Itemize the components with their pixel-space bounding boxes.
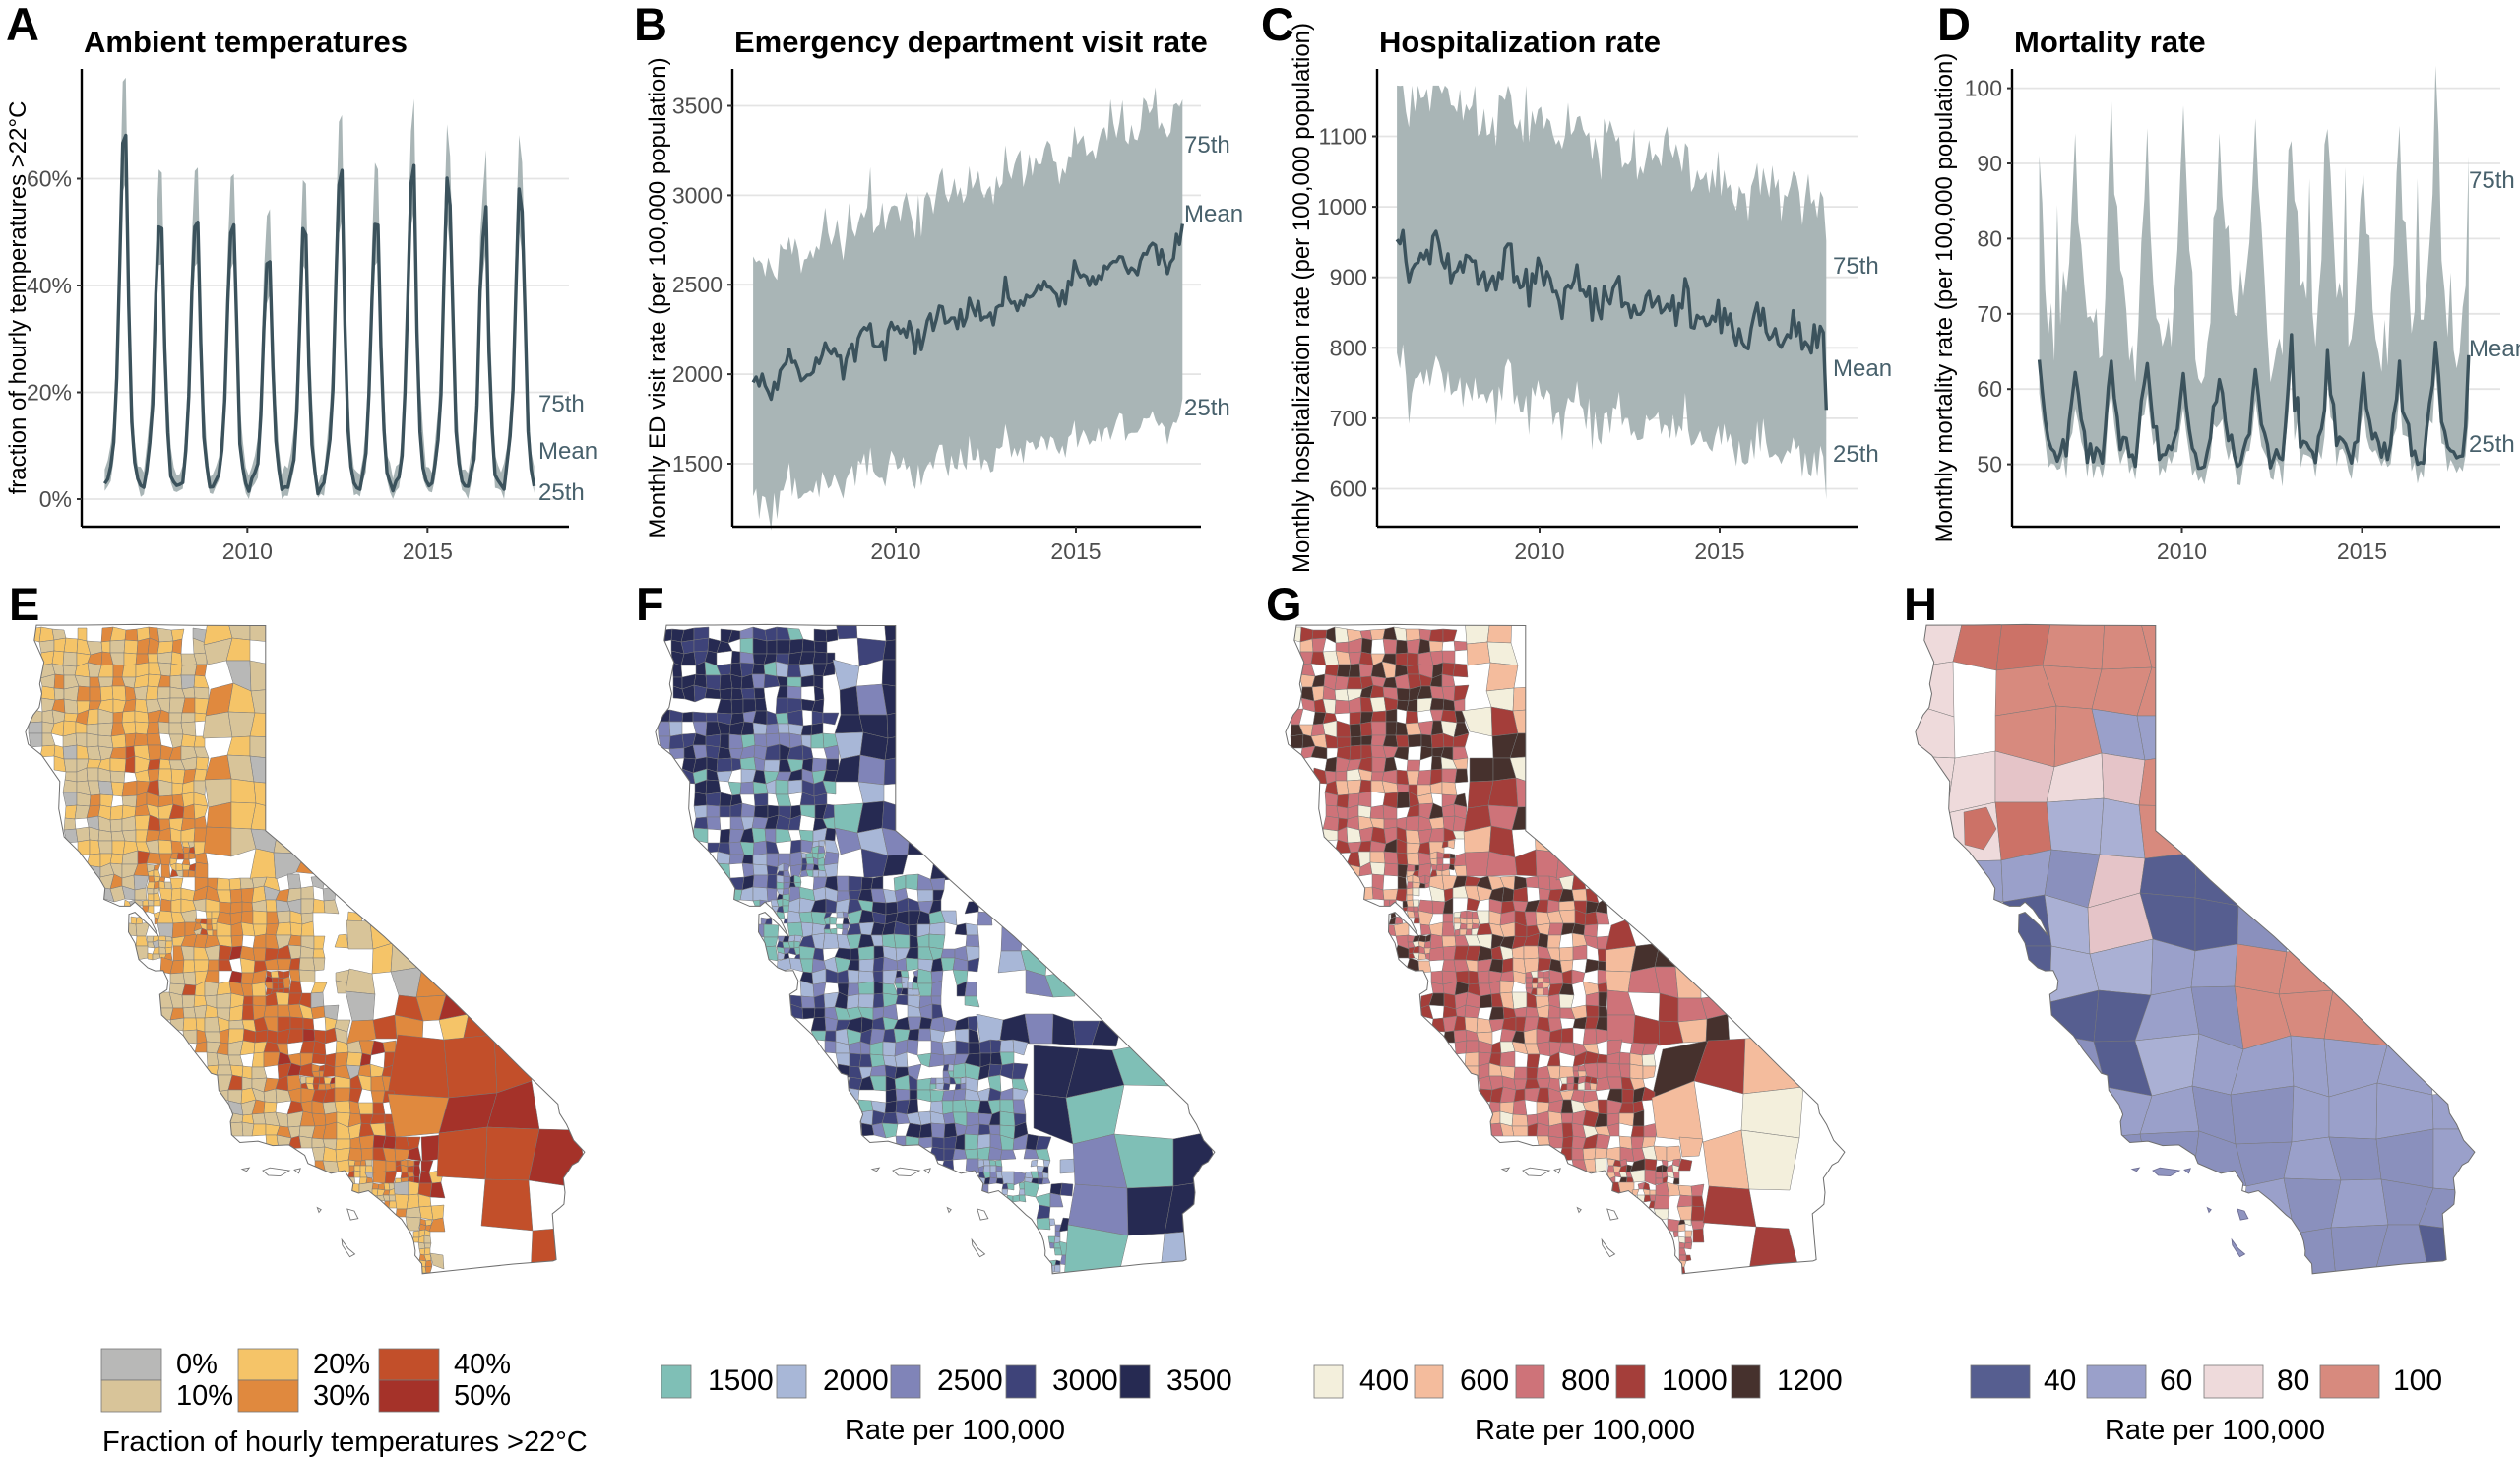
svg-text:2015: 2015 <box>2337 538 2387 564</box>
svg-text:25th: 25th <box>2469 431 2515 458</box>
svg-text:75th: 75th <box>538 391 585 417</box>
svg-text:F: F <box>636 578 664 630</box>
svg-text:600: 600 <box>1330 476 1367 502</box>
svg-text:Mortality rate: Mortality rate <box>2014 25 2206 59</box>
svg-text:25th: 25th <box>1833 441 1879 468</box>
svg-text:2015: 2015 <box>1050 538 1101 564</box>
svg-text:Ambient temperatures: Ambient temperatures <box>84 25 408 59</box>
svg-text:2000: 2000 <box>672 361 723 387</box>
svg-text:25th: 25th <box>1184 395 1230 421</box>
svg-text:800: 800 <box>1561 1364 1610 1397</box>
svg-text:2000: 2000 <box>823 1364 889 1397</box>
svg-text:1100: 1100 <box>1319 124 1367 150</box>
svg-text:Monthly mortality rate (per 10: Monthly mortality rate (per 100,000 popu… <box>1931 53 1958 543</box>
svg-text:1500: 1500 <box>708 1364 774 1397</box>
svg-text:400: 400 <box>1359 1364 1409 1397</box>
svg-text:20%: 20% <box>313 1349 370 1380</box>
svg-text:Monthly hospitalization rate (: Monthly hospitalization rate (per 100,00… <box>1289 23 1315 573</box>
svg-text:20%: 20% <box>27 380 72 406</box>
svg-text:75th: 75th <box>1833 253 1879 280</box>
svg-text:3000: 3000 <box>672 182 723 208</box>
svg-text:1200: 1200 <box>1777 1364 1843 1397</box>
svg-text:80: 80 <box>2277 1364 2309 1397</box>
svg-text:Mean: Mean <box>1184 201 1243 227</box>
svg-text:700: 700 <box>1330 406 1367 431</box>
svg-text:Emergency department visit rat: Emergency department visit rate <box>734 25 1208 59</box>
svg-text:2010: 2010 <box>870 538 920 564</box>
svg-text:H: H <box>1904 578 1937 630</box>
svg-text:3500: 3500 <box>672 94 723 119</box>
svg-text:A: A <box>6 0 39 50</box>
svg-text:D: D <box>1937 0 1971 50</box>
svg-text:2500: 2500 <box>937 1364 1003 1397</box>
svg-text:2500: 2500 <box>672 272 723 297</box>
svg-text:50: 50 <box>1977 452 2002 477</box>
svg-text:2010: 2010 <box>2157 538 2207 564</box>
svg-text:1000: 1000 <box>1317 194 1367 220</box>
svg-text:Rate per 100,000: Rate per 100,000 <box>2105 1415 2325 1446</box>
svg-text:600: 600 <box>1460 1364 1509 1397</box>
svg-text:1000: 1000 <box>1662 1364 1728 1397</box>
svg-text:0%: 0% <box>39 486 72 512</box>
svg-text:100: 100 <box>1965 76 2002 101</box>
svg-text:Mean: Mean <box>2469 336 2520 362</box>
svg-text:B: B <box>634 0 667 50</box>
svg-text:2015: 2015 <box>403 538 453 564</box>
svg-text:C: C <box>1261 0 1294 50</box>
svg-text:90: 90 <box>1977 151 2002 176</box>
svg-text:40%: 40% <box>27 273 72 298</box>
svg-text:2010: 2010 <box>1514 538 1564 564</box>
svg-text:Fraction of hourly temperature: Fraction of hourly temperatures >22°C <box>102 1426 588 1457</box>
svg-text:40%: 40% <box>454 1349 511 1380</box>
svg-text:0%: 0% <box>176 1349 218 1380</box>
svg-text:80: 80 <box>1977 225 2002 251</box>
svg-text:900: 900 <box>1330 265 1367 290</box>
svg-text:3500: 3500 <box>1166 1364 1232 1397</box>
svg-text:50%: 50% <box>454 1380 511 1412</box>
svg-text:25th: 25th <box>538 479 585 506</box>
svg-text:Rate per 100,000: Rate per 100,000 <box>1475 1415 1695 1446</box>
svg-text:E: E <box>9 578 39 630</box>
svg-text:Mean: Mean <box>1833 355 1892 382</box>
svg-text:Monthly ED visit rate (per 100: Monthly ED visit rate (per 100,000 popul… <box>645 57 671 538</box>
svg-text:30%: 30% <box>313 1380 370 1412</box>
svg-text:2010: 2010 <box>222 538 273 564</box>
svg-text:3000: 3000 <box>1052 1364 1118 1397</box>
svg-text:2015: 2015 <box>1694 538 1744 564</box>
svg-text:60%: 60% <box>27 166 72 192</box>
svg-text:60: 60 <box>1977 376 2002 402</box>
svg-text:40: 40 <box>2044 1364 2076 1397</box>
svg-text:75th: 75th <box>1184 132 1230 158</box>
svg-text:Mean: Mean <box>538 438 598 465</box>
svg-text:60: 60 <box>2160 1364 2192 1397</box>
svg-text:1500: 1500 <box>672 451 723 476</box>
svg-text:G: G <box>1266 578 1302 630</box>
svg-text:75th: 75th <box>2469 167 2515 194</box>
svg-text:Hospitalization rate: Hospitalization rate <box>1379 25 1661 59</box>
svg-text:Rate per 100,000: Rate per 100,000 <box>845 1415 1065 1446</box>
svg-text:70: 70 <box>1977 301 2002 327</box>
svg-text:10%: 10% <box>176 1380 233 1412</box>
svg-text:800: 800 <box>1330 335 1367 360</box>
svg-text:fraction of hourly temperature: fraction of hourly temperatures >22°C <box>5 101 32 495</box>
svg-text:100: 100 <box>2393 1364 2442 1397</box>
